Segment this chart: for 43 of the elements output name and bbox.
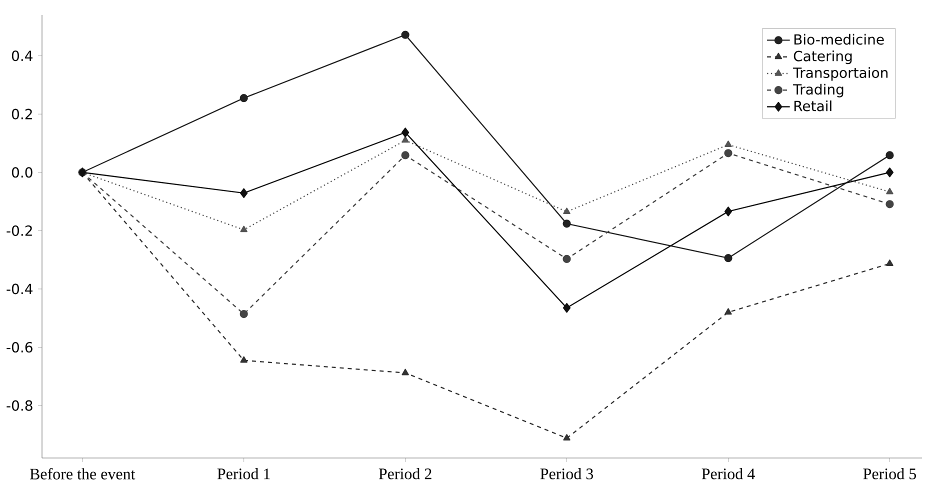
y-tick-label: -0.2	[6, 225, 32, 236]
point	[240, 94, 248, 102]
legend-label: Bio-medicine	[794, 34, 884, 45]
point	[240, 226, 248, 232]
y-tick-label: -0.6	[6, 342, 32, 353]
point	[240, 356, 248, 363]
legend-label: Trading	[793, 84, 844, 98]
point	[886, 168, 894, 178]
point	[562, 254, 571, 264]
x-tick-label: Period 2	[378, 468, 432, 480]
point	[402, 128, 410, 138]
point	[401, 151, 410, 160]
point	[402, 136, 409, 143]
legend-label: Retail	[794, 100, 832, 112]
point	[886, 188, 894, 194]
x-tick-label: Period 3	[540, 468, 594, 480]
legend-label: Transportaion	[793, 67, 888, 81]
legend-label: Catering	[794, 50, 852, 64]
point	[562, 220, 571, 228]
point	[563, 208, 570, 214]
point	[240, 188, 248, 198]
x-tick-label: Period 5	[863, 468, 916, 480]
y-tick-label: 0.0	[12, 167, 32, 178]
y-tick-label: -0.8	[6, 400, 32, 411]
point	[724, 308, 732, 315]
point	[724, 254, 732, 262]
point	[401, 30, 410, 39]
point	[724, 149, 732, 158]
point	[724, 140, 732, 148]
y-tick-label: 0.4	[12, 50, 32, 62]
y-tick-label: 0.2	[12, 108, 32, 120]
point	[886, 260, 894, 266]
x-tick-label: Before the event	[30, 468, 136, 480]
point	[886, 151, 894, 160]
point	[886, 200, 894, 208]
point	[563, 434, 570, 441]
point	[402, 368, 409, 376]
x-tick-label: Period 1	[217, 468, 270, 480]
point	[240, 310, 248, 318]
x-tick-label: Period 4	[702, 468, 755, 480]
y-tick-label: -0.4	[6, 284, 33, 294]
point	[562, 303, 571, 313]
point	[724, 206, 732, 216]
